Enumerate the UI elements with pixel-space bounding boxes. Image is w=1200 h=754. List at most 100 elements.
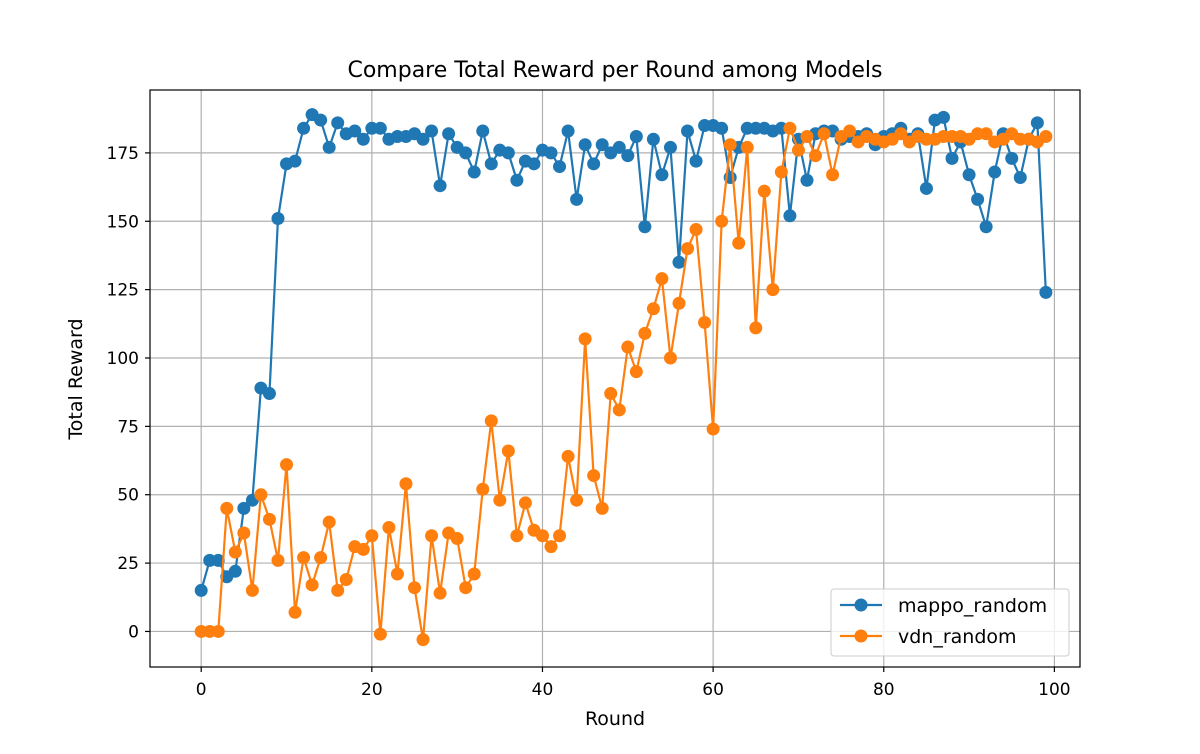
data-point-vdn_random <box>1039 129 1053 143</box>
data-point-mappo_random <box>578 138 592 152</box>
data-point-vdn_random <box>262 512 276 526</box>
data-point-vdn_random <box>663 351 677 365</box>
data-point-mappo_random <box>646 132 660 146</box>
axis-ticks: 0 20 40 60 80 100 0 25 50 75 100 125 150 175 <box>107 144 1071 700</box>
data-point-mappo_random <box>314 113 328 127</box>
data-point-vdn_random <box>578 332 592 346</box>
y-tick-label: 100 <box>107 349 139 369</box>
data-point-vdn_random <box>425 529 439 543</box>
data-point-vdn_random <box>749 321 763 335</box>
data-point-vdn_random <box>672 296 686 310</box>
data-point-mappo_random <box>484 157 498 171</box>
data-point-mappo_random <box>715 121 729 135</box>
data-point-mappo_random <box>595 138 609 152</box>
series-mappo_random <box>194 108 1053 597</box>
data-point-vdn_random <box>476 482 490 496</box>
data-point-mappo_random <box>433 179 447 193</box>
data-point-vdn_random <box>553 529 567 543</box>
data-point-mappo_random <box>442 127 456 141</box>
data-point-vdn_random <box>254 488 268 502</box>
data-point-vdn_random <box>322 515 336 529</box>
data-point-vdn_random <box>612 403 626 417</box>
data-point-mappo_random <box>783 209 797 223</box>
data-point-vdn_random <box>467 567 481 581</box>
data-point-vdn_random <box>416 633 430 647</box>
data-point-vdn_random <box>774 165 788 179</box>
data-point-vdn_random <box>365 529 379 543</box>
y-axis-label: Total Reward <box>65 318 87 440</box>
data-point-mappo_random <box>527 157 541 171</box>
x-tick-label: 20 <box>361 680 383 700</box>
data-point-vdn_random <box>356 542 370 556</box>
legend: mappo_random vdn_random <box>830 588 1070 657</box>
data-point-mappo_random <box>467 165 481 179</box>
data-point-mappo_random <box>237 501 251 515</box>
x-tick-label: 100 <box>1038 680 1070 700</box>
y-tick-label: 175 <box>107 144 139 164</box>
y-tick-label: 125 <box>107 281 139 301</box>
data-point-vdn_random <box>979 127 993 141</box>
data-point-vdn_random <box>407 581 421 595</box>
data-point-mappo_random <box>297 121 311 135</box>
data-point-vdn_random <box>629 365 643 379</box>
data-point-vdn_random <box>732 236 746 250</box>
data-point-vdn_random <box>757 184 771 198</box>
data-point-mappo_random <box>629 129 643 143</box>
data-point-vdn_random <box>706 422 720 436</box>
chart-title: Compare Total Reward per Round among Mod… <box>347 58 882 83</box>
data-point-vdn_random <box>484 414 498 428</box>
x-tick-label: 0 <box>196 680 207 700</box>
data-point-vdn_random <box>271 553 285 567</box>
data-point-mappo_random <box>1005 151 1019 165</box>
data-point-mappo_random <box>262 387 276 401</box>
data-point-mappo_random <box>373 121 387 135</box>
data-point-vdn_random <box>766 283 780 297</box>
data-point-vdn_random <box>220 501 234 515</box>
plot-frame <box>149 89 1081 668</box>
data-point-vdn_random <box>681 242 695 256</box>
data-point-mappo_random <box>979 220 993 234</box>
x-tick-label: 60 <box>702 680 724 700</box>
data-point-vdn_random <box>604 387 618 401</box>
data-point-mappo_random <box>800 173 814 187</box>
data-point-mappo_random <box>621 149 635 163</box>
data-point-vdn_random <box>433 586 447 600</box>
y-tick-label: 25 <box>117 554 139 574</box>
data-point-vdn_random <box>621 340 635 354</box>
x-axis-label: Round <box>585 708 645 730</box>
data-point-vdn_random <box>570 493 584 507</box>
data-point-mappo_random <box>919 181 933 195</box>
legend-box <box>830 588 1070 657</box>
data-point-mappo_random <box>501 146 515 160</box>
data-point-mappo_random <box>288 154 302 168</box>
data-point-vdn_random <box>390 567 404 581</box>
data-point-mappo_random <box>587 157 601 171</box>
data-point-vdn_random <box>314 551 328 565</box>
data-point-mappo_random <box>612 140 626 154</box>
data-point-mappo_random <box>561 124 575 138</box>
series-layer <box>194 108 1053 647</box>
data-point-vdn_random <box>382 521 396 535</box>
data-point-vdn_random <box>723 138 737 152</box>
series-vdn_random <box>194 121 1053 647</box>
data-point-vdn_random <box>791 143 805 157</box>
data-point-mappo_random <box>655 168 669 182</box>
data-point-mappo_random <box>962 168 976 182</box>
data-point-mappo_random <box>971 192 985 206</box>
data-point-vdn_random <box>809 149 823 163</box>
legend-marker-dot-mappo <box>854 598 868 612</box>
data-point-mappo_random <box>348 124 362 138</box>
data-point-mappo_random <box>1039 285 1053 299</box>
data-point-vdn_random <box>561 449 575 463</box>
data-point-vdn_random <box>826 168 840 182</box>
data-point-mappo_random <box>663 140 677 154</box>
data-point-mappo_random <box>228 564 242 578</box>
data-point-vdn_random <box>715 214 729 228</box>
legend-label-vdn: vdn_random <box>898 626 1017 648</box>
y-tick-label: 150 <box>107 212 139 232</box>
data-point-vdn_random <box>894 127 908 141</box>
data-point-mappo_random <box>416 132 430 146</box>
x-tick-label: 80 <box>873 680 895 700</box>
